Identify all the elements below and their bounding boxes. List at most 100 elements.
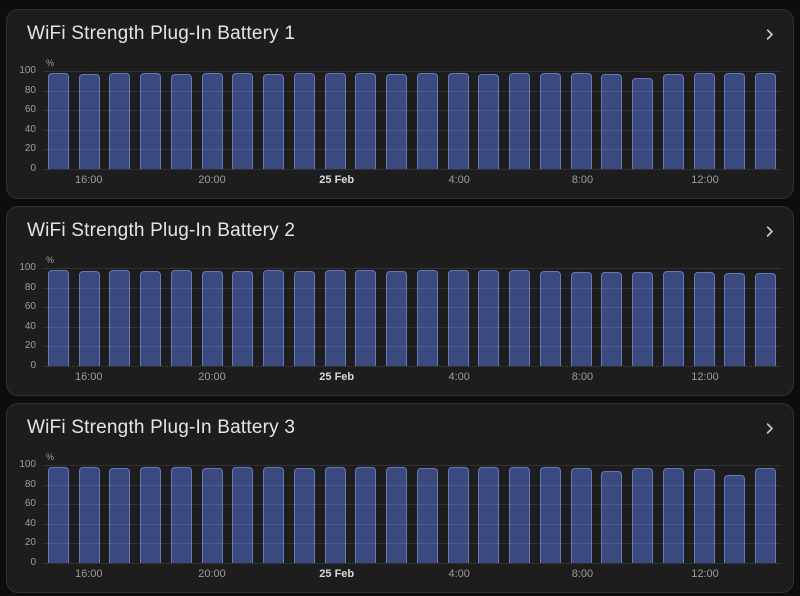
card-title: WiFi Strength Plug-In Battery 2 [27, 220, 296, 241]
bar[interactable] [386, 270, 408, 366]
x-axis-tick-label: 8:00 [571, 568, 594, 580]
bar[interactable] [478, 73, 500, 169]
bar[interactable] [78, 73, 100, 169]
bar[interactable] [324, 269, 346, 366]
bar[interactable] [693, 468, 715, 563]
bar[interactable] [509, 466, 531, 563]
bar[interactable] [632, 77, 654, 169]
bar[interactable] [724, 72, 746, 169]
bar[interactable] [201, 467, 223, 563]
bar[interactable] [386, 73, 408, 169]
card-title: WiFi Strength Plug-In Battery 3 [27, 417, 296, 438]
bar[interactable] [263, 269, 285, 366]
bar[interactable] [724, 272, 746, 366]
bar[interactable] [386, 466, 408, 563]
bar[interactable] [170, 73, 192, 169]
bar[interactable] [539, 270, 561, 366]
bar[interactable] [601, 73, 623, 169]
bar[interactable] [140, 466, 162, 563]
bar[interactable] [662, 270, 684, 366]
bar[interactable] [478, 269, 500, 366]
bar[interactable] [601, 271, 623, 366]
y-axis-tick-label: 0 [30, 163, 36, 174]
x-axis-tick-label: 16:00 [74, 568, 103, 580]
y-axis-tick-label: 40 [24, 123, 36, 135]
bar-chart: % 100 80 60 40 20 0 16:00 20:00 25 Feb 4:00 8:00 12… [19, 255, 781, 383]
bar[interactable] [693, 72, 715, 169]
bar[interactable] [355, 72, 377, 169]
bar[interactable] [693, 271, 715, 366]
bar[interactable] [447, 269, 469, 366]
bar[interactable] [416, 467, 438, 563]
bar[interactable] [539, 466, 561, 563]
y-axis-tick-label: 40 [24, 517, 36, 529]
bar[interactable] [447, 466, 469, 563]
bar[interactable] [201, 270, 223, 366]
card-header: WiFi Strength Plug-In Battery 3 [7, 404, 793, 439]
bar[interactable] [201, 72, 223, 169]
bar[interactable] [570, 72, 592, 169]
bar[interactable] [232, 72, 254, 169]
bar[interactable] [509, 72, 531, 169]
horizontal-gridline [43, 465, 781, 466]
bar[interactable] [662, 73, 684, 169]
x-axis-tick-label: 16:00 [74, 174, 103, 186]
bar[interactable] [47, 72, 69, 169]
bar[interactable] [478, 466, 500, 563]
bar[interactable] [293, 467, 315, 563]
bar[interactable] [324, 466, 346, 563]
bar[interactable] [263, 466, 285, 563]
bar[interactable] [109, 467, 131, 563]
y-axis-tick-label: 60 [24, 498, 36, 510]
card-header: WiFi Strength Plug-In Battery 1 [7, 10, 793, 45]
bar[interactable] [78, 466, 100, 563]
y-axis-tick-label: 0 [30, 557, 36, 568]
bar[interactable] [632, 271, 654, 366]
bar[interactable] [570, 467, 592, 563]
bar[interactable] [232, 270, 254, 366]
bar[interactable] [232, 466, 254, 563]
bar[interactable] [355, 269, 377, 366]
x-axis-tick-label: 20:00 [198, 371, 226, 383]
bar[interactable] [539, 72, 561, 169]
y-axis-tick-label: 0 [30, 360, 36, 371]
bar[interactable] [170, 466, 192, 563]
y-axis-tick-label: 40 [24, 320, 36, 332]
bar[interactable] [755, 272, 777, 366]
bar[interactable] [662, 467, 684, 563]
bar[interactable] [755, 72, 777, 169]
bar[interactable] [416, 269, 438, 366]
bar[interactable] [293, 72, 315, 169]
bar[interactable] [509, 269, 531, 366]
bar[interactable] [724, 474, 746, 563]
bar[interactable] [170, 269, 192, 366]
bar[interactable] [601, 470, 623, 563]
x-axis-tick-label: 12:00 [691, 371, 719, 383]
bar[interactable] [632, 467, 654, 563]
bar[interactable] [140, 270, 162, 366]
y-axis-tick-label: 100 [19, 459, 36, 470]
chevron-right-icon[interactable] [760, 222, 779, 241]
y-axis-unit-label: % [46, 452, 55, 462]
chevron-right-icon[interactable] [760, 25, 779, 44]
bar[interactable] [140, 72, 162, 169]
x-axis-tick-label: 4:00 [448, 568, 470, 580]
bar[interactable] [109, 269, 131, 366]
history-card-battery-2: WiFi Strength Plug-In Battery 2 % 100 80 6… [6, 206, 794, 396]
bar[interactable] [355, 466, 377, 563]
y-axis-tick-label: 20 [24, 340, 36, 352]
bar[interactable] [293, 270, 315, 366]
bar[interactable] [755, 467, 777, 563]
bar[interactable] [324, 72, 346, 169]
bar[interactable] [78, 270, 100, 366]
bar[interactable] [47, 269, 69, 366]
bar[interactable] [47, 466, 69, 563]
bar[interactable] [109, 72, 131, 169]
bar[interactable] [447, 72, 469, 169]
bar[interactable] [416, 72, 438, 169]
bar[interactable] [570, 271, 592, 366]
horizontal-gridline [43, 71, 781, 72]
x-axis-tick-label: 12:00 [691, 568, 719, 580]
chevron-right-icon[interactable] [760, 419, 779, 438]
bar[interactable] [263, 73, 285, 169]
